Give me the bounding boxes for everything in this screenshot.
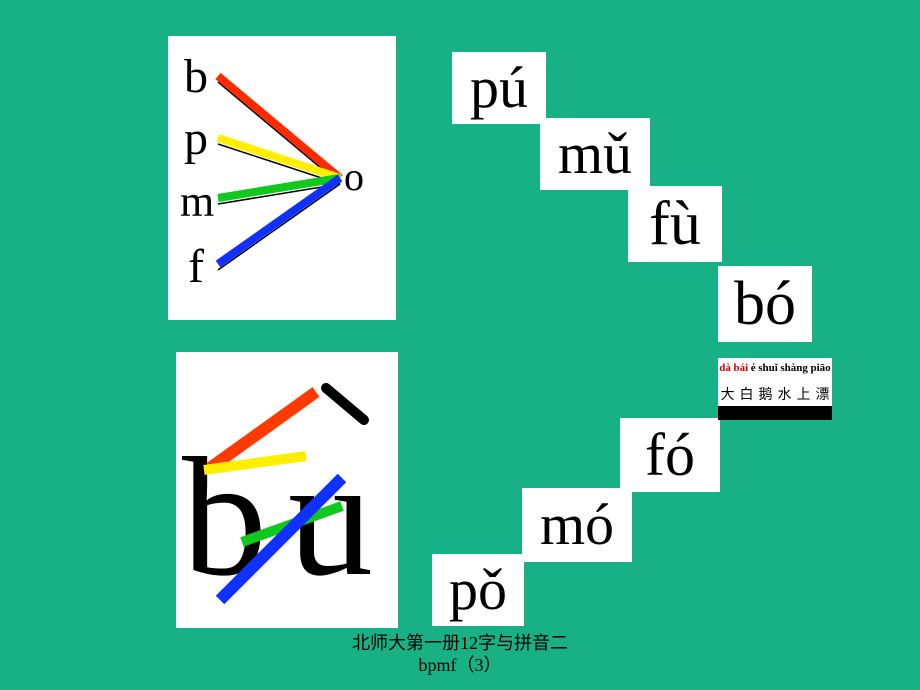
bu-diagram-panel: bu xyxy=(176,352,398,628)
svg-text:o: o xyxy=(344,154,364,199)
thumbnail-char-row: 大白鹅水上漂 xyxy=(718,384,832,404)
syllable-tile: fó xyxy=(620,418,720,492)
footer-line-1: 北师大第一册12字与拼音二 xyxy=(0,632,920,654)
connection-diagram-svg: bpmf o xyxy=(168,36,396,320)
syllable-tile: pú xyxy=(452,52,546,124)
svg-text:m: m xyxy=(180,177,214,226)
thumbnail-bottom-bar xyxy=(718,406,832,420)
bu-diagram-svg: bu xyxy=(176,352,398,628)
svg-text:p: p xyxy=(184,112,208,165)
syllable-tile: mó xyxy=(522,488,632,562)
syllable-tile: pǒ xyxy=(432,554,524,626)
svg-text:f: f xyxy=(188,240,204,293)
syllable-tile: fù xyxy=(628,186,722,262)
connection-diagram-panel: bpmf o xyxy=(168,36,396,320)
phrase-thumbnail: dàbáiéshuǐshàngpiāo 大白鹅水上漂 xyxy=(718,358,832,420)
svg-text:b: b xyxy=(184,50,208,103)
thumbnail-pinyin-row: dàbáiéshuǐshàngpiāo xyxy=(718,362,832,374)
slide-footer: 北师大第一册12字与拼音二 bpmf（3） xyxy=(0,632,920,676)
syllable-tile: mǔ xyxy=(540,118,650,190)
syllable-tile: bó xyxy=(718,266,812,342)
footer-line-2: bpmf（3） xyxy=(0,654,920,676)
